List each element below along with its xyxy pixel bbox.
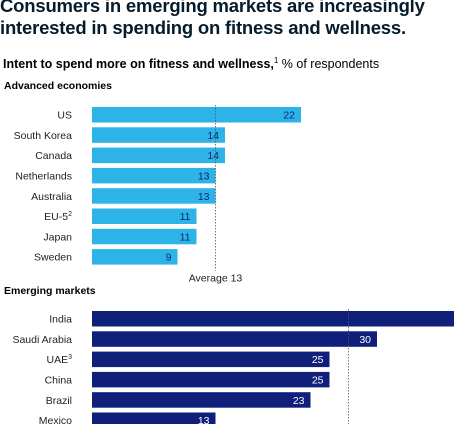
category-label-eu-5: EU-52 — [44, 211, 72, 223]
category-label-india: India — [49, 314, 72, 326]
subtitle-main: Intent to spend more on fitness and well… — [3, 57, 274, 72]
chart-subtitle: Intent to spend more on fitness and well… — [3, 53, 453, 72]
subtitle-footnote-mark: 1 — [273, 56, 279, 65]
value-label-mexico: 13 — [198, 415, 210, 424]
bar-uae — [92, 351, 330, 368]
bar-india — [92, 311, 454, 327]
chart-title: Consumers in emerging markets are increa… — [0, 0, 425, 38]
bar-china — [92, 371, 330, 388]
category-label-japan: Japan — [43, 231, 72, 243]
value-label-china: 25 — [312, 374, 324, 386]
value-label-us: 22 — [283, 110, 295, 122]
bar-japan — [92, 228, 197, 245]
category-label-brazil: Brazil — [46, 395, 72, 407]
value-label-australia: 13 — [198, 191, 210, 203]
category-label-south-korea: South Korea — [14, 130, 73, 142]
value-label-canada: 14 — [207, 150, 219, 162]
value-label-south-korea: 14 — [207, 130, 219, 142]
bar-netherlands — [92, 167, 216, 184]
category-label-sweden: Sweden — [34, 252, 72, 264]
category-label-uae: UAE3 — [47, 354, 73, 366]
value-label-japan: 11 — [180, 231, 191, 243]
panel-title-emerging: Emerging markets — [4, 285, 96, 297]
category-label-netherlands: Netherlands — [15, 170, 72, 182]
bar-saudi-arabia — [92, 331, 377, 347]
bar-us — [92, 107, 301, 123]
bar-eu-5 — [92, 208, 197, 224]
value-label-eu-5: 11 — [180, 211, 191, 223]
category-label-canada: Canada — [35, 150, 72, 162]
average-label-advanced: Average 13 — [189, 273, 243, 285]
value-label-brazil: 23 — [293, 395, 305, 407]
bar-south-korea — [92, 127, 225, 143]
bar-mexico — [92, 412, 216, 424]
subtitle-unit: % of respondents — [278, 57, 380, 72]
category-label-mexico: Mexico — [39, 415, 72, 424]
value-label-sweden: 9 — [166, 252, 172, 264]
category-label-saudi-arabia: Saudi Arabia — [12, 334, 72, 346]
category-label-china: China — [45, 374, 73, 386]
value-label-uae: 25 — [312, 354, 324, 366]
value-label-netherlands: 13 — [198, 170, 210, 182]
bar-australia — [92, 188, 216, 204]
category-label-australia: Australia — [31, 191, 72, 203]
category-label-us: US — [57, 110, 72, 122]
panel-title-advanced: Advanced economies — [4, 80, 112, 92]
bar-sweden — [92, 249, 178, 265]
bar-canada — [92, 147, 225, 164]
value-label-saudi-arabia: 30 — [359, 334, 371, 346]
bar-brazil — [92, 392, 311, 408]
